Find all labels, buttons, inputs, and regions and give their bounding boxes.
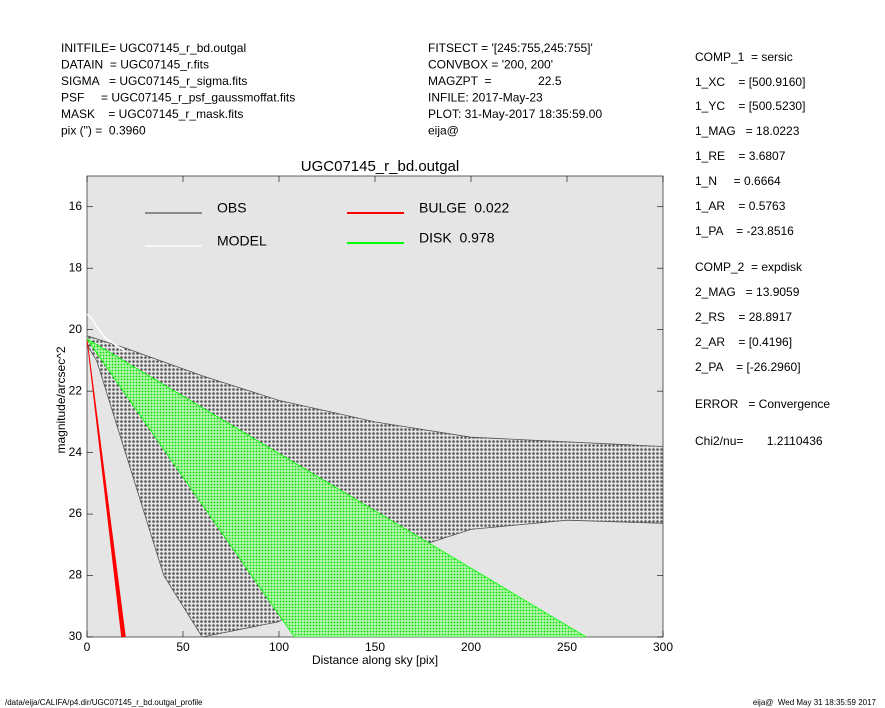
y-tick-label: 20 [69,322,83,336]
legend-label: MODEL [217,233,267,249]
footer-right: eija@ Wed May 31 18:35:59 2017 [753,698,877,707]
x-tick-label: 300 [653,640,673,654]
chart-title: UGC07145_r_bd.outgal [301,158,459,175]
series-area [87,338,126,637]
info-right: COMP_2 = expdisk [695,260,803,274]
info-left: PSF = UGC07145_r_psf_gaussmoffat.fits [61,91,295,105]
legend-label: BULGE 0.022 [419,200,509,216]
y-tick-label: 16 [69,199,83,213]
y-tick-label: 30 [69,629,83,643]
y-tick-label: 18 [69,260,83,274]
info-right: 2_RS = 28.8917 [695,310,792,324]
info-right: 1_XC = [500.9160] [695,75,805,89]
info-right: 2_PA = [-26.2960] [695,360,801,374]
x-tick-label: 200 [461,640,481,654]
info-right: 2_MAG = 13.9059 [695,285,800,299]
info-right: 1_YC = [500.5230] [695,99,805,113]
x-tick-label: 100 [269,640,289,654]
info-left: MASK = UGC07145_r_mask.fits [61,107,243,121]
info-right: 1_RE = 3.6807 [695,149,786,163]
info-right: 1_PA = -23.8516 [695,224,794,238]
info-middle: FITSECT = '[245:755,245:755]' [428,41,593,55]
footer-left: /data/eija/CALIFA/p4.dir/UGC07145_r_bd.o… [5,698,203,707]
info-middle: PLOT: 31-May-2017 18:35:59.00 [428,107,602,121]
legend-label: DISK 0.978 [419,230,495,246]
y-tick-label: 26 [69,506,83,520]
legend-label: OBS [217,200,247,216]
x-tick-label: 250 [557,640,577,654]
y-tick-label: 28 [69,568,83,582]
info-left: SIGMA = UGC07145_r_sigma.fits [61,74,247,88]
info-middle: eija@ [428,124,459,138]
info-middle: INFILE: 2017-May-23 [428,91,543,105]
info-left: pix (") = 0.3960 [61,124,146,138]
info-left: DATAIN = UGC07145_r.fits [61,58,209,72]
series-area [87,335,663,637]
x-tick-label: 0 [84,640,91,654]
info-right: 1_N = 0.6664 [695,174,781,188]
info-right: COMP_1 = sersic [695,50,793,64]
x-tick-label: 50 [176,640,190,654]
info-right: ERROR = Convergence [695,397,830,411]
info-right: 2_AR = [0.4196] [695,335,792,349]
info-left: INITFILE= UGC07145_r_bd.outgal [61,41,246,55]
info-middle: MAGZPT = 22.5 [428,74,562,88]
x-tick-label: 150 [365,640,385,654]
info-right: 1_MAG = 18.0223 [695,124,800,138]
y-tick-label: 24 [69,445,83,459]
info-middle: CONVBOX = '200, 200' [428,58,553,72]
series-line [86,313,126,352]
y-axis-label: magnitude/arcsec^2 [54,346,68,453]
info-right: Chi2/nu= 1.2110436 [695,434,823,448]
series-area [87,338,587,637]
x-axis-label: Distance along sky [pix] [312,653,438,667]
y-tick-label: 22 [69,383,83,397]
info-right: 1_AR = 0.5763 [695,199,786,213]
